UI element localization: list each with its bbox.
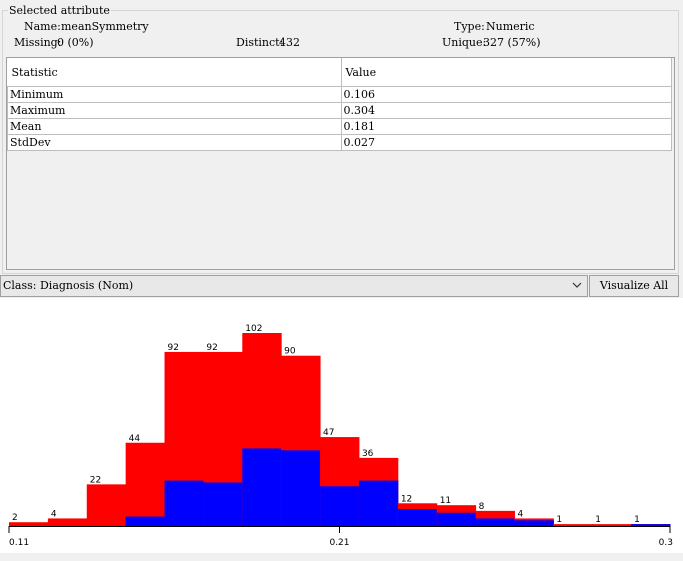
bar-count-label: 47 (323, 428, 334, 438)
chevron-down-icon (572, 282, 582, 288)
table-header-row: Statistic Value (7, 58, 672, 87)
x-tick-label: 0.3 (659, 538, 673, 548)
stat-name: Maximum (7, 102, 342, 119)
histogram-bar-blue (631, 524, 671, 526)
table-row[interactable]: Maximum 0.304 (7, 102, 672, 119)
visualize-all-button[interactable]: Visualize All (589, 275, 679, 297)
bar-count-label: 8 (479, 502, 485, 512)
table-row[interactable]: Minimum 0.106 (7, 86, 672, 103)
statistics-table: Statistic Value Minimum 0.106 Maximum 0.… (7, 58, 672, 151)
bar-count-label: 22 (90, 475, 101, 485)
bar-count-label: 44 (129, 434, 141, 444)
stat-value: 0.181 (340, 118, 672, 135)
type-label: Type: (454, 20, 485, 33)
histogram-bar-red (86, 484, 127, 526)
stat-name: Mean (7, 118, 342, 135)
panel-border (2, 10, 679, 274)
x-tick-label: 0.11 (9, 538, 29, 548)
histogram-bar-red (125, 442, 166, 526)
distinct-label: Distinct: (236, 36, 284, 49)
bar-count-label: 2 (12, 513, 18, 523)
statistics-table-container: Statistic Value Minimum 0.106 Maximum 0.… (6, 57, 675, 270)
unique-value: 327 (57%) (483, 36, 541, 49)
missing-label: Missing: (14, 36, 62, 49)
stat-name: Minimum (7, 86, 342, 103)
column-header-statistic[interactable]: Statistic (7, 58, 342, 87)
missing-value: 0 (0%) (57, 36, 94, 49)
bar-count-label: 4 (51, 509, 57, 519)
name-value: meanSymmetry (61, 20, 149, 33)
bar-count-label: 1 (634, 515, 640, 525)
name-label: Name: (24, 20, 61, 33)
column-header-value[interactable]: Value (341, 58, 672, 87)
stat-name: StdDev (7, 134, 342, 151)
histogram-bar-blue (125, 516, 166, 526)
table-row[interactable]: StdDev 0.027 (7, 134, 672, 151)
bar-count-label: 92 (206, 343, 217, 353)
x-tick-label: 0.21 (329, 538, 349, 548)
histogram-bar-blue (475, 518, 515, 526)
histogram-bar-blue (164, 480, 204, 526)
stat-value: 0.304 (340, 102, 672, 119)
bar-count-label: 12 (401, 494, 412, 504)
histogram-bar-red (553, 524, 593, 526)
bar-count-label: 92 (168, 343, 179, 353)
stat-value: 0.027 (340, 134, 672, 151)
class-select-value: Class: Diagnosis (Nom) (3, 279, 134, 292)
unique-label: Unique: (442, 36, 487, 49)
histogram-bar-blue (358, 480, 399, 526)
stat-value: 0.106 (340, 86, 672, 103)
histogram-panel: 2 4 22 44 92 92 102 90 47 36 12 11 8 4 1 1 1 0.11 0.21 0.3 (0, 298, 683, 553)
histogram-bar-blue (436, 512, 477, 526)
histogram-bar-red (9, 522, 49, 526)
bar-count-label: 11 (440, 496, 451, 506)
histogram-bar-red (592, 524, 632, 526)
class-select[interactable]: Class: Diagnosis (Nom) (0, 275, 588, 297)
status-strip (0, 553, 683, 561)
selected-attribute-panel: Selected attribute Name: meanSymmetry Ty… (2, 2, 679, 274)
bar-count-label: 102 (245, 324, 262, 334)
bar-count-label: 4 (517, 509, 523, 519)
distinct-value: 432 (279, 36, 300, 49)
type-value: Numeric (486, 20, 535, 33)
bar-count-label: 90 (284, 347, 296, 357)
table-row[interactable]: Mean 0.181 (7, 118, 672, 135)
histogram-bar-blue (320, 486, 360, 526)
histogram-bar-blue (281, 450, 321, 526)
bar-count-label: 36 (362, 449, 374, 459)
histogram-bar-blue (514, 520, 554, 526)
histogram-bar-blue (242, 448, 282, 526)
panel-title: Selected attribute (8, 4, 111, 18)
histogram-bar-red (47, 518, 88, 526)
bar-count-label: 1 (595, 515, 601, 525)
histogram-bar-blue (203, 482, 243, 526)
histogram-bar-blue (397, 508, 438, 526)
class-selector-row: Class: Diagnosis (Nom) Visualize All (0, 275, 683, 297)
bar-count-label: 1 (556, 515, 562, 525)
